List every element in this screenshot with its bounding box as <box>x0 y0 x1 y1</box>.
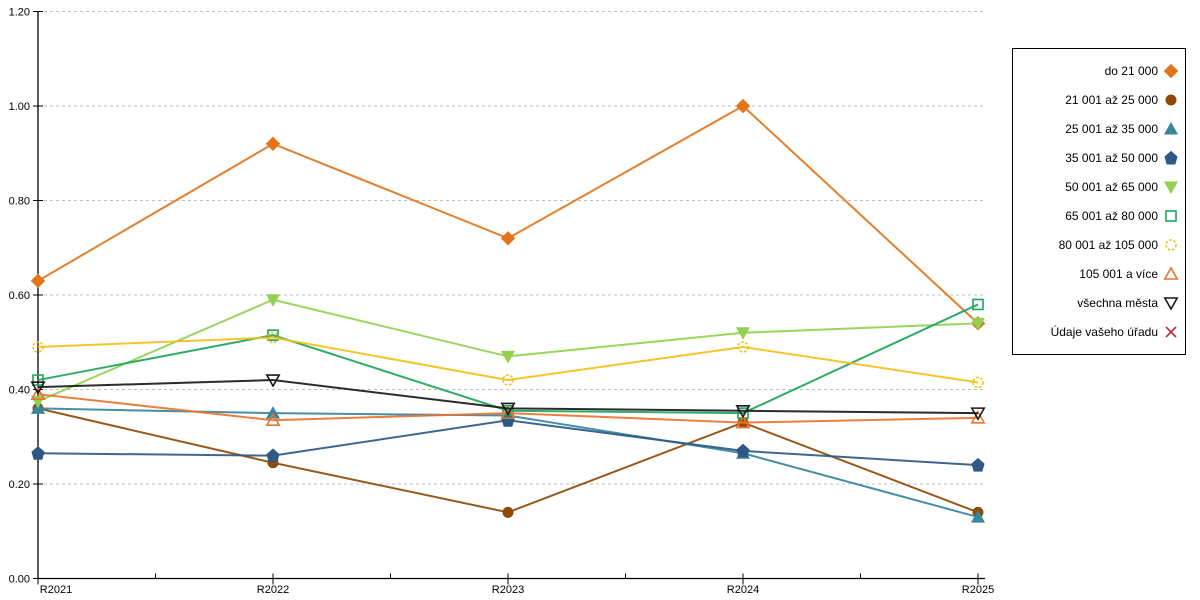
data-point-marker-icon <box>502 506 514 518</box>
legend-item: 105 001 a více <box>1019 260 1179 289</box>
legend-item: 80 001 až 105 000 <box>1019 231 1179 260</box>
legend-x-marker-icon <box>1165 326 1177 338</box>
series-pentagon <box>31 413 985 472</box>
legend-item-label: 50 001 až 65 000 <box>1065 180 1158 194</box>
legend-marker-shape <box>1165 94 1177 106</box>
x-axis-tick-label: R2023 <box>492 584 524 596</box>
series-line <box>37 336 979 384</box>
legend-marker-shape <box>1163 297 1179 311</box>
legend-square-marker-icon <box>1165 210 1177 222</box>
series-triangle-down-open <box>30 374 986 421</box>
series-line <box>37 303 979 415</box>
legend-item: do 21 000 <box>1019 57 1179 86</box>
data-point-marker-icon <box>972 376 984 389</box>
y-axis-tick-label: 1.00 <box>9 101 30 113</box>
data-point-marker-icon <box>265 294 281 307</box>
y-axis-tick-label: 0.00 <box>9 574 30 586</box>
data-point-marker-icon <box>265 136 281 152</box>
data-point-marker-icon <box>735 327 751 340</box>
legend-marker-shape <box>1165 210 1177 222</box>
y-axis-tick-label: 0.20 <box>9 479 30 491</box>
data-point-marker-icon <box>970 510 986 523</box>
chart-legend: do 21 000 21 001 až 25 000 25 001 až 35 00… <box>1012 48 1186 355</box>
legend-item-label: 35 001 až 50 000 <box>1065 151 1158 165</box>
y-axis-tick-label: 1.20 <box>9 7 30 19</box>
data-point-marker-icon <box>735 98 751 114</box>
series-diamond <box>30 98 986 331</box>
legend-pentagon-marker-icon <box>1164 150 1178 165</box>
data-point-marker-icon <box>30 273 46 289</box>
legend-marker-shape <box>1165 239 1177 251</box>
series-circle-open <box>32 331 984 389</box>
data-point-marker-icon <box>30 386 46 401</box>
x-axis-tick-label: R2022 <box>257 584 289 596</box>
legend-triangle-down-marker-icon <box>1163 297 1179 311</box>
legend-marker-shape <box>1163 181 1179 195</box>
legend-marker-shape <box>1163 266 1179 280</box>
legend-item-label: 21 001 až 25 000 <box>1065 93 1158 107</box>
data-point-marker-icon <box>30 381 46 395</box>
data-point-marker-icon <box>970 317 986 331</box>
y-axis-tick-label: 0.40 <box>9 385 30 397</box>
legend-marker-shape <box>1165 326 1177 338</box>
data-point-marker-icon <box>737 341 749 353</box>
data-point-marker-icon <box>32 341 44 353</box>
data-point-marker-icon <box>970 407 986 421</box>
y-axis-tick-label: 0.60 <box>9 290 30 302</box>
series-line <box>37 104 979 325</box>
data-point-marker-icon <box>500 402 516 417</box>
legend-item: 35 001 až 50 000 <box>1019 144 1179 173</box>
data-point-marker-icon <box>972 298 984 311</box>
data-point-marker-icon <box>500 405 516 419</box>
legend-marker-shape <box>1163 63 1179 79</box>
legend-item-label: 25 001 až 35 000 <box>1065 122 1158 136</box>
legend-item-label: Údaje vašeho úřadu <box>1050 325 1158 339</box>
data-point-marker-icon <box>266 448 280 463</box>
data-point-marker-icon <box>500 231 516 246</box>
legend-item: 50 001 až 65 000 <box>1019 173 1179 202</box>
legend-item: 25 001 až 35 000 <box>1019 115 1179 144</box>
series-line <box>37 379 979 415</box>
legend-item-label: 105 001 a více <box>1079 267 1158 281</box>
legend-item: všechna města <box>1019 289 1179 318</box>
legend-marker-shape <box>1163 121 1179 135</box>
x-axis-tick-label: R2024 <box>727 584 759 596</box>
data-point-marker-icon <box>267 331 279 344</box>
legend-item: 21 001 až 25 000 <box>1019 86 1179 115</box>
legend-triangle-up-marker-icon <box>1163 266 1179 280</box>
legend-item-label: 80 001 až 105 000 <box>1058 238 1158 252</box>
data-point-marker-icon <box>265 412 281 427</box>
legend-diamond-marker-icon <box>1163 63 1179 79</box>
data-point-marker-icon <box>265 374 281 388</box>
legend-item: 65 001 až 80 000 <box>1019 202 1179 231</box>
legend-triangle-down-marker-icon <box>1163 181 1179 195</box>
x-axis-tick-label: R2021 <box>40 584 72 596</box>
data-point-marker-icon <box>31 446 45 460</box>
legend-circle-marker-icon <box>1165 94 1177 106</box>
legend-triangle-up-marker-icon <box>1163 121 1179 135</box>
y-axis-tick-label: 0.80 <box>9 196 30 208</box>
data-point-marker-icon <box>971 457 985 472</box>
legend-item-label: do 21 000 <box>1104 64 1158 78</box>
legend-circle-marker-icon <box>1165 239 1177 251</box>
legend-marker-shape <box>1164 150 1178 165</box>
data-point-marker-icon <box>735 414 751 429</box>
data-point-marker-icon <box>736 443 750 458</box>
series-line <box>37 298 979 403</box>
data-point-marker-icon <box>502 374 514 386</box>
data-point-marker-icon <box>500 350 516 364</box>
legend-item: Údaje vašeho úřadu <box>1019 318 1179 347</box>
x-axis-tick-label: R2025 <box>962 584 994 596</box>
data-point-marker-icon <box>970 410 986 424</box>
legend-item-label: všechna města <box>1077 296 1158 310</box>
data-point-marker-icon <box>735 404 751 419</box>
series-triangle-down <box>30 294 986 409</box>
legend-item-label: 65 001 až 80 000 <box>1065 209 1158 223</box>
data-point-marker-icon <box>32 374 44 386</box>
